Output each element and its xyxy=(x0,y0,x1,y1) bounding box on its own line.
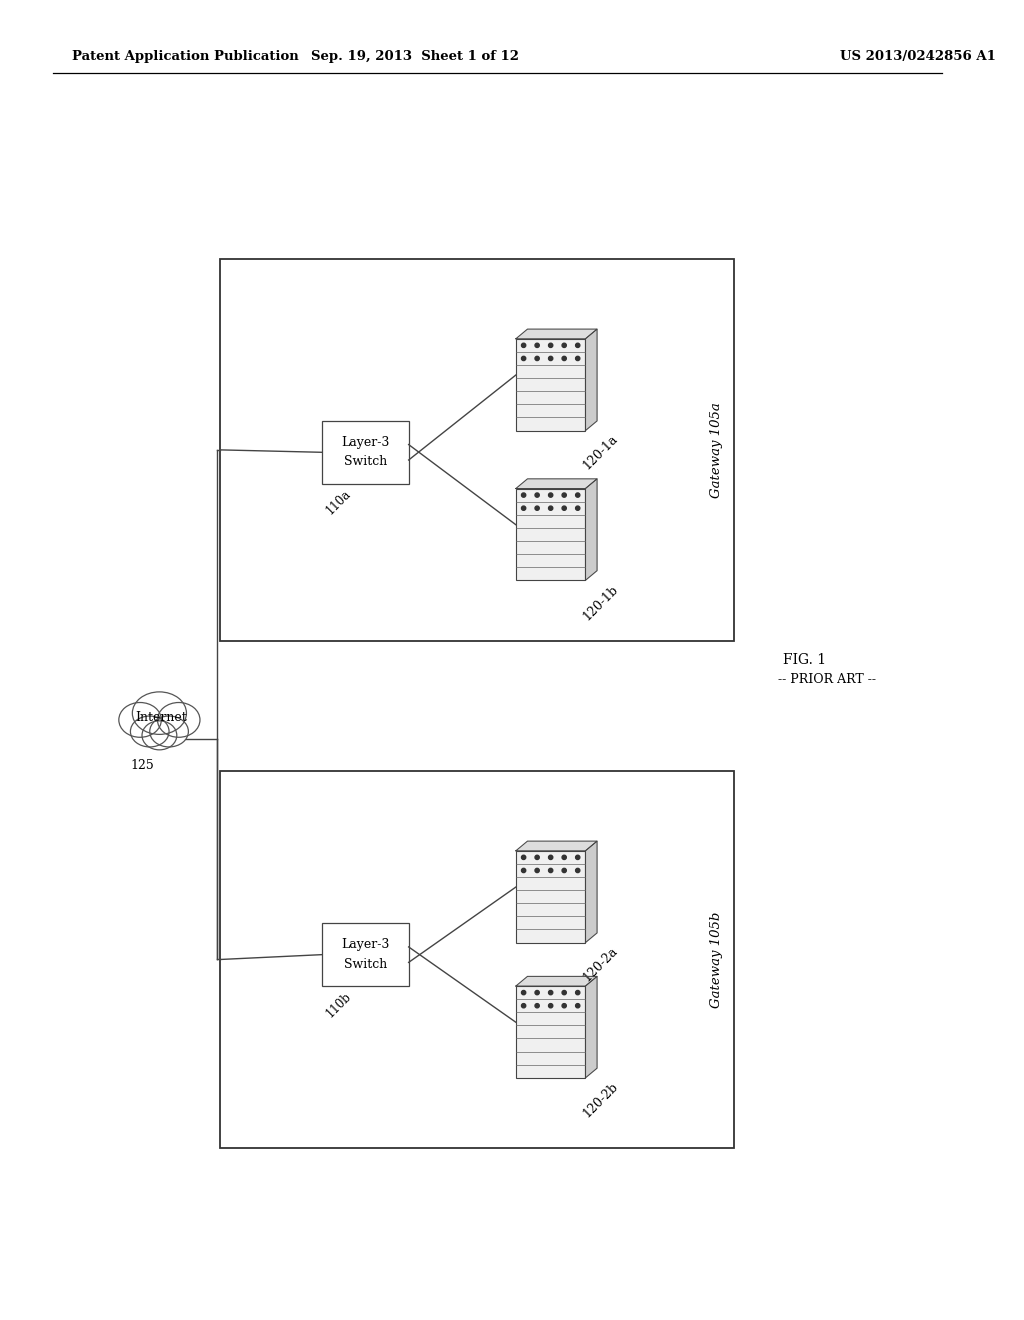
Circle shape xyxy=(562,855,566,859)
Circle shape xyxy=(535,1003,540,1008)
Circle shape xyxy=(521,356,525,360)
Circle shape xyxy=(562,990,566,995)
Circle shape xyxy=(562,506,566,511)
Text: Gateway 105a: Gateway 105a xyxy=(711,403,723,498)
Circle shape xyxy=(549,855,553,859)
Ellipse shape xyxy=(130,715,169,747)
Circle shape xyxy=(575,1003,580,1008)
Ellipse shape xyxy=(150,715,188,747)
Circle shape xyxy=(575,869,580,873)
Polygon shape xyxy=(586,977,597,1078)
Circle shape xyxy=(535,506,540,511)
Circle shape xyxy=(521,869,525,873)
Bar xyxy=(220,259,734,640)
Circle shape xyxy=(549,356,553,360)
Circle shape xyxy=(549,492,553,498)
Bar xyxy=(322,421,409,483)
Circle shape xyxy=(549,869,553,873)
Bar xyxy=(516,339,586,430)
Polygon shape xyxy=(586,841,597,942)
Circle shape xyxy=(535,869,540,873)
Circle shape xyxy=(535,492,540,498)
Polygon shape xyxy=(586,329,597,430)
Text: Gateway 105b: Gateway 105b xyxy=(711,911,723,1007)
Ellipse shape xyxy=(119,702,162,738)
Text: 120-2b: 120-2b xyxy=(581,1080,621,1121)
Circle shape xyxy=(549,506,553,511)
Circle shape xyxy=(562,492,566,498)
Ellipse shape xyxy=(142,721,177,750)
Polygon shape xyxy=(516,841,597,851)
Text: Layer-3: Layer-3 xyxy=(341,436,389,449)
Text: 110b: 110b xyxy=(324,990,354,1020)
Circle shape xyxy=(575,506,580,511)
Circle shape xyxy=(521,492,525,498)
Text: 125: 125 xyxy=(130,759,155,772)
Text: Switch: Switch xyxy=(344,455,387,469)
Text: US 2013/0242856 A1: US 2013/0242856 A1 xyxy=(841,50,996,63)
Ellipse shape xyxy=(158,702,200,738)
Bar xyxy=(516,488,586,581)
Circle shape xyxy=(562,869,566,873)
Circle shape xyxy=(521,990,525,995)
Ellipse shape xyxy=(132,692,186,734)
Circle shape xyxy=(535,356,540,360)
Circle shape xyxy=(575,356,580,360)
Circle shape xyxy=(521,855,525,859)
Circle shape xyxy=(575,990,580,995)
Text: 110a: 110a xyxy=(324,487,353,517)
Text: 120-2a: 120-2a xyxy=(581,945,621,985)
Circle shape xyxy=(521,1003,525,1008)
Circle shape xyxy=(575,492,580,498)
Circle shape xyxy=(535,990,540,995)
Text: -- PRIOR ART --: -- PRIOR ART -- xyxy=(777,673,876,686)
Circle shape xyxy=(549,343,553,347)
Circle shape xyxy=(562,1003,566,1008)
Text: 120-1a: 120-1a xyxy=(581,433,621,473)
Circle shape xyxy=(535,343,540,347)
Polygon shape xyxy=(516,329,597,339)
Circle shape xyxy=(575,855,580,859)
Circle shape xyxy=(535,855,540,859)
Text: Patent Application Publication: Patent Application Publication xyxy=(73,50,299,63)
Polygon shape xyxy=(516,479,597,488)
Circle shape xyxy=(562,356,566,360)
Text: 120-1b: 120-1b xyxy=(581,582,621,623)
Circle shape xyxy=(562,343,566,347)
Circle shape xyxy=(549,990,553,995)
Circle shape xyxy=(549,1003,553,1008)
Bar xyxy=(516,851,586,942)
Bar xyxy=(516,986,586,1078)
Text: Sep. 19, 2013  Sheet 1 of 12: Sep. 19, 2013 Sheet 1 of 12 xyxy=(311,50,519,63)
Text: FIG. 1: FIG. 1 xyxy=(782,653,825,667)
Circle shape xyxy=(521,506,525,511)
Text: Internet: Internet xyxy=(135,711,187,725)
Circle shape xyxy=(521,343,525,347)
Polygon shape xyxy=(586,479,597,581)
Bar xyxy=(322,923,409,986)
Text: Layer-3: Layer-3 xyxy=(341,939,389,952)
Bar xyxy=(220,771,734,1148)
Circle shape xyxy=(575,343,580,347)
Text: Switch: Switch xyxy=(344,958,387,970)
Polygon shape xyxy=(516,977,597,986)
